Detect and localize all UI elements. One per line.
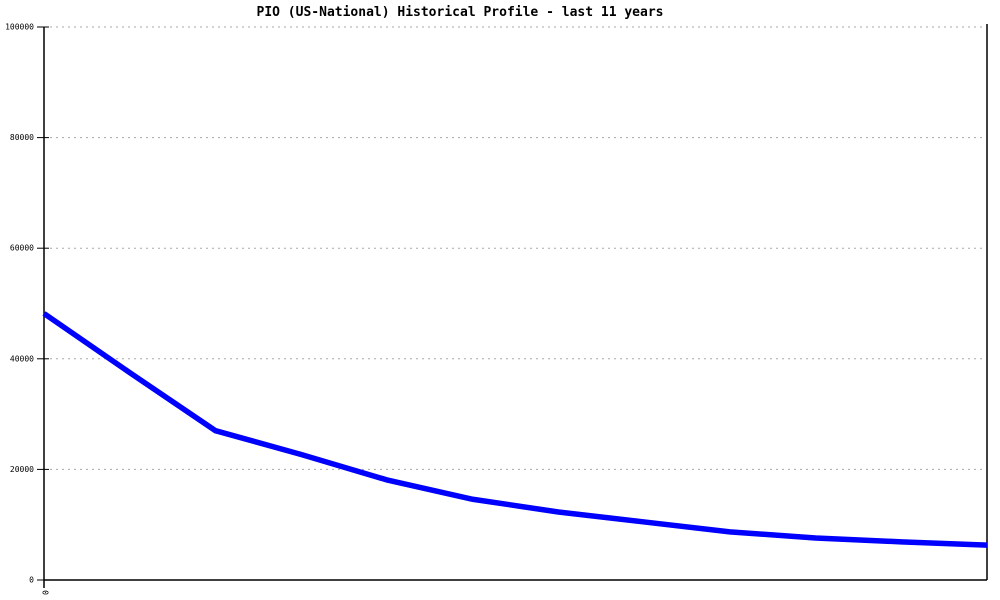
- y-tick-label: 60000: [10, 244, 34, 253]
- x-tick-label: 0: [41, 590, 50, 595]
- data-line: [42, 311, 988, 548]
- chart-title: PIO (US-National) Historical Profile - l…: [256, 5, 664, 20]
- y-tick-label: 40000: [10, 354, 34, 363]
- y-tick-label: 20000: [10, 465, 34, 474]
- y-tick-label: 80000: [10, 133, 34, 142]
- y-tick-label: 0: [29, 576, 34, 585]
- y-tick-label: 100000: [5, 23, 34, 32]
